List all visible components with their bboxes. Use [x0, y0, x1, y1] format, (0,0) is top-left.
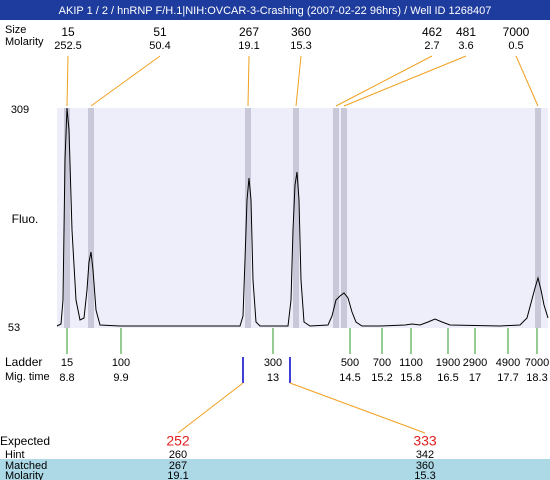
hint-label: Hint: [5, 449, 25, 461]
row-label: Molarity: [5, 36, 44, 48]
matched-molarity: 19.1: [167, 470, 188, 480]
peak-molarity: 50.4: [149, 40, 170, 52]
row-label: Size: [5, 24, 26, 36]
peak-band: [293, 108, 299, 328]
ladder-time: 13: [267, 372, 279, 384]
ladder-time: 17: [469, 372, 481, 384]
peak-connector: [515, 55, 539, 107]
peak-size: 481: [456, 25, 476, 39]
matched-size: 267: [169, 460, 187, 472]
ladder-time: 15.2: [371, 372, 392, 384]
expected-size: 333: [413, 433, 437, 449]
ladder-time: 16.5: [437, 372, 458, 384]
expected-label: Expected: [0, 434, 50, 448]
peak-size: 360: [291, 25, 311, 39]
title: AKIP 1 / 2 / hnRNP F/H.1|NIH:OVCAR-3-Cra…: [59, 5, 492, 17]
ladder-label: Ladder: [5, 355, 42, 369]
ladder-time: 9.9: [113, 372, 128, 384]
peak-connector: [295, 55, 302, 107]
peak-connector: [66, 55, 69, 107]
mig-label: Mig. time: [5, 371, 50, 383]
ladder-size: 700: [373, 357, 391, 369]
peak-molarity: 0.5: [508, 40, 523, 52]
plot-area: [57, 108, 548, 328]
peak-size: 7000: [503, 25, 530, 39]
matched-band: [0, 459, 550, 480]
y-max-label: 309: [11, 104, 29, 116]
matched-label: Matched: [5, 460, 47, 472]
match-connector: [289, 382, 426, 434]
ladder-time: 14.5: [339, 372, 360, 384]
expected-size: 252: [166, 433, 190, 449]
title-bar: [0, 0, 550, 20]
peak-molarity: 2.7: [424, 40, 439, 52]
ladder-size: 7000: [525, 357, 549, 369]
y-axis-label: Fluo.: [12, 212, 39, 226]
peak-molarity: 252.5: [54, 40, 82, 52]
peak-band: [535, 108, 541, 328]
ladder-time: 8.8: [59, 372, 74, 384]
match-connector: [177, 382, 244, 434]
y-min-label: 53: [8, 322, 20, 334]
matched-size: 360: [416, 460, 434, 472]
peak-size: 15: [61, 25, 75, 39]
ladder-size: 300: [264, 357, 282, 369]
matched-molarity: 15.3: [414, 470, 435, 480]
ladder-size: 2900: [463, 357, 487, 369]
peak-band: [245, 108, 251, 328]
ladder-size: 4900: [496, 357, 520, 369]
hint-size: 260: [169, 449, 187, 461]
peak-size: 51: [153, 25, 167, 39]
ladder-size: 500: [341, 357, 359, 369]
peak-size: 462: [422, 25, 442, 39]
peak-band: [64, 108, 70, 328]
peak-band: [333, 108, 339, 328]
ladder-size: 100: [112, 357, 130, 369]
ladder-size: 15: [61, 357, 73, 369]
molarity-label: Molarity: [5, 470, 44, 480]
peak-connector: [247, 55, 250, 107]
peak-molarity: 3.6: [458, 40, 473, 52]
ladder-time: 17.7: [497, 372, 518, 384]
peak-molarity: 15.3: [290, 40, 311, 52]
ladder-time: 18.3: [526, 372, 547, 384]
hint-size: 342: [416, 449, 434, 461]
ladder-size: 1100: [399, 357, 423, 369]
trace: [56, 107, 549, 327]
peak-molarity: 19.1: [238, 40, 259, 52]
peak-connector: [343, 55, 467, 107]
peak-size: 267: [239, 25, 259, 39]
peak-band: [341, 108, 347, 328]
peak-connector: [90, 55, 161, 107]
ladder-time: 15.8: [400, 372, 421, 384]
peak-connector: [335, 55, 433, 107]
peak-band: [88, 108, 94, 328]
ladder-size: 1900: [436, 357, 460, 369]
